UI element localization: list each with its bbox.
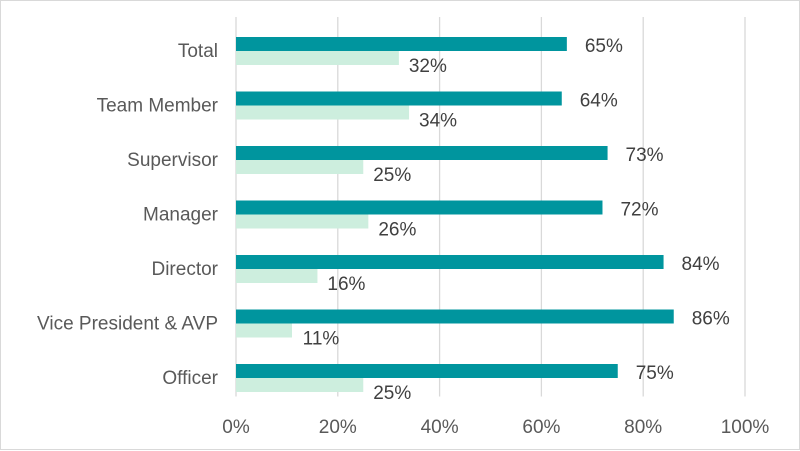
data-label: 72%: [620, 200, 658, 221]
x-tick-label: 60%: [522, 417, 560, 438]
data-label: 86%: [692, 309, 730, 330]
category-label: Supervisor: [127, 150, 218, 171]
bar-series2: [236, 214, 369, 229]
data-label: 65%: [585, 36, 623, 57]
x-tick-label: 20%: [319, 417, 357, 438]
category-label: Officer: [162, 368, 218, 389]
x-tick-label: 80%: [624, 417, 662, 438]
bar-series2: [236, 105, 410, 120]
category-label: Director: [151, 259, 218, 280]
data-label: 34%: [419, 111, 457, 132]
data-label: 75%: [636, 363, 674, 384]
bar-series1: [236, 91, 562, 106]
data-label: 11%: [303, 329, 340, 350]
data-label: 25%: [373, 165, 411, 186]
bar-series1: [236, 200, 603, 215]
data-label: 64%: [580, 91, 618, 112]
bar-series2: [236, 378, 364, 392]
data-label: 16%: [327, 274, 365, 295]
bar-series2: [236, 51, 399, 65]
data-label: 32%: [409, 56, 447, 77]
data-label: 26%: [378, 220, 416, 241]
bar-series2: [236, 323, 292, 338]
x-tick-label: 40%: [421, 417, 459, 438]
data-label: 84%: [682, 254, 720, 275]
bar-series2: [236, 269, 318, 283]
x-tick-label: 100%: [721, 417, 770, 438]
category-label: Vice President & AVP: [37, 314, 218, 335]
category-label: Total: [178, 41, 218, 62]
bar-series1: [236, 37, 567, 51]
data-label: 25%: [373, 383, 411, 404]
x-tick-label: 0%: [222, 417, 250, 438]
bar-series1: [236, 364, 618, 378]
bar-series1: [236, 309, 674, 324]
bar-series1: [236, 255, 664, 269]
bar-series2: [236, 160, 364, 174]
category-label: Team Member: [97, 96, 219, 117]
data-label: 73%: [626, 145, 664, 166]
bar-series1: [236, 146, 608, 160]
category-label: Manager: [143, 205, 219, 226]
